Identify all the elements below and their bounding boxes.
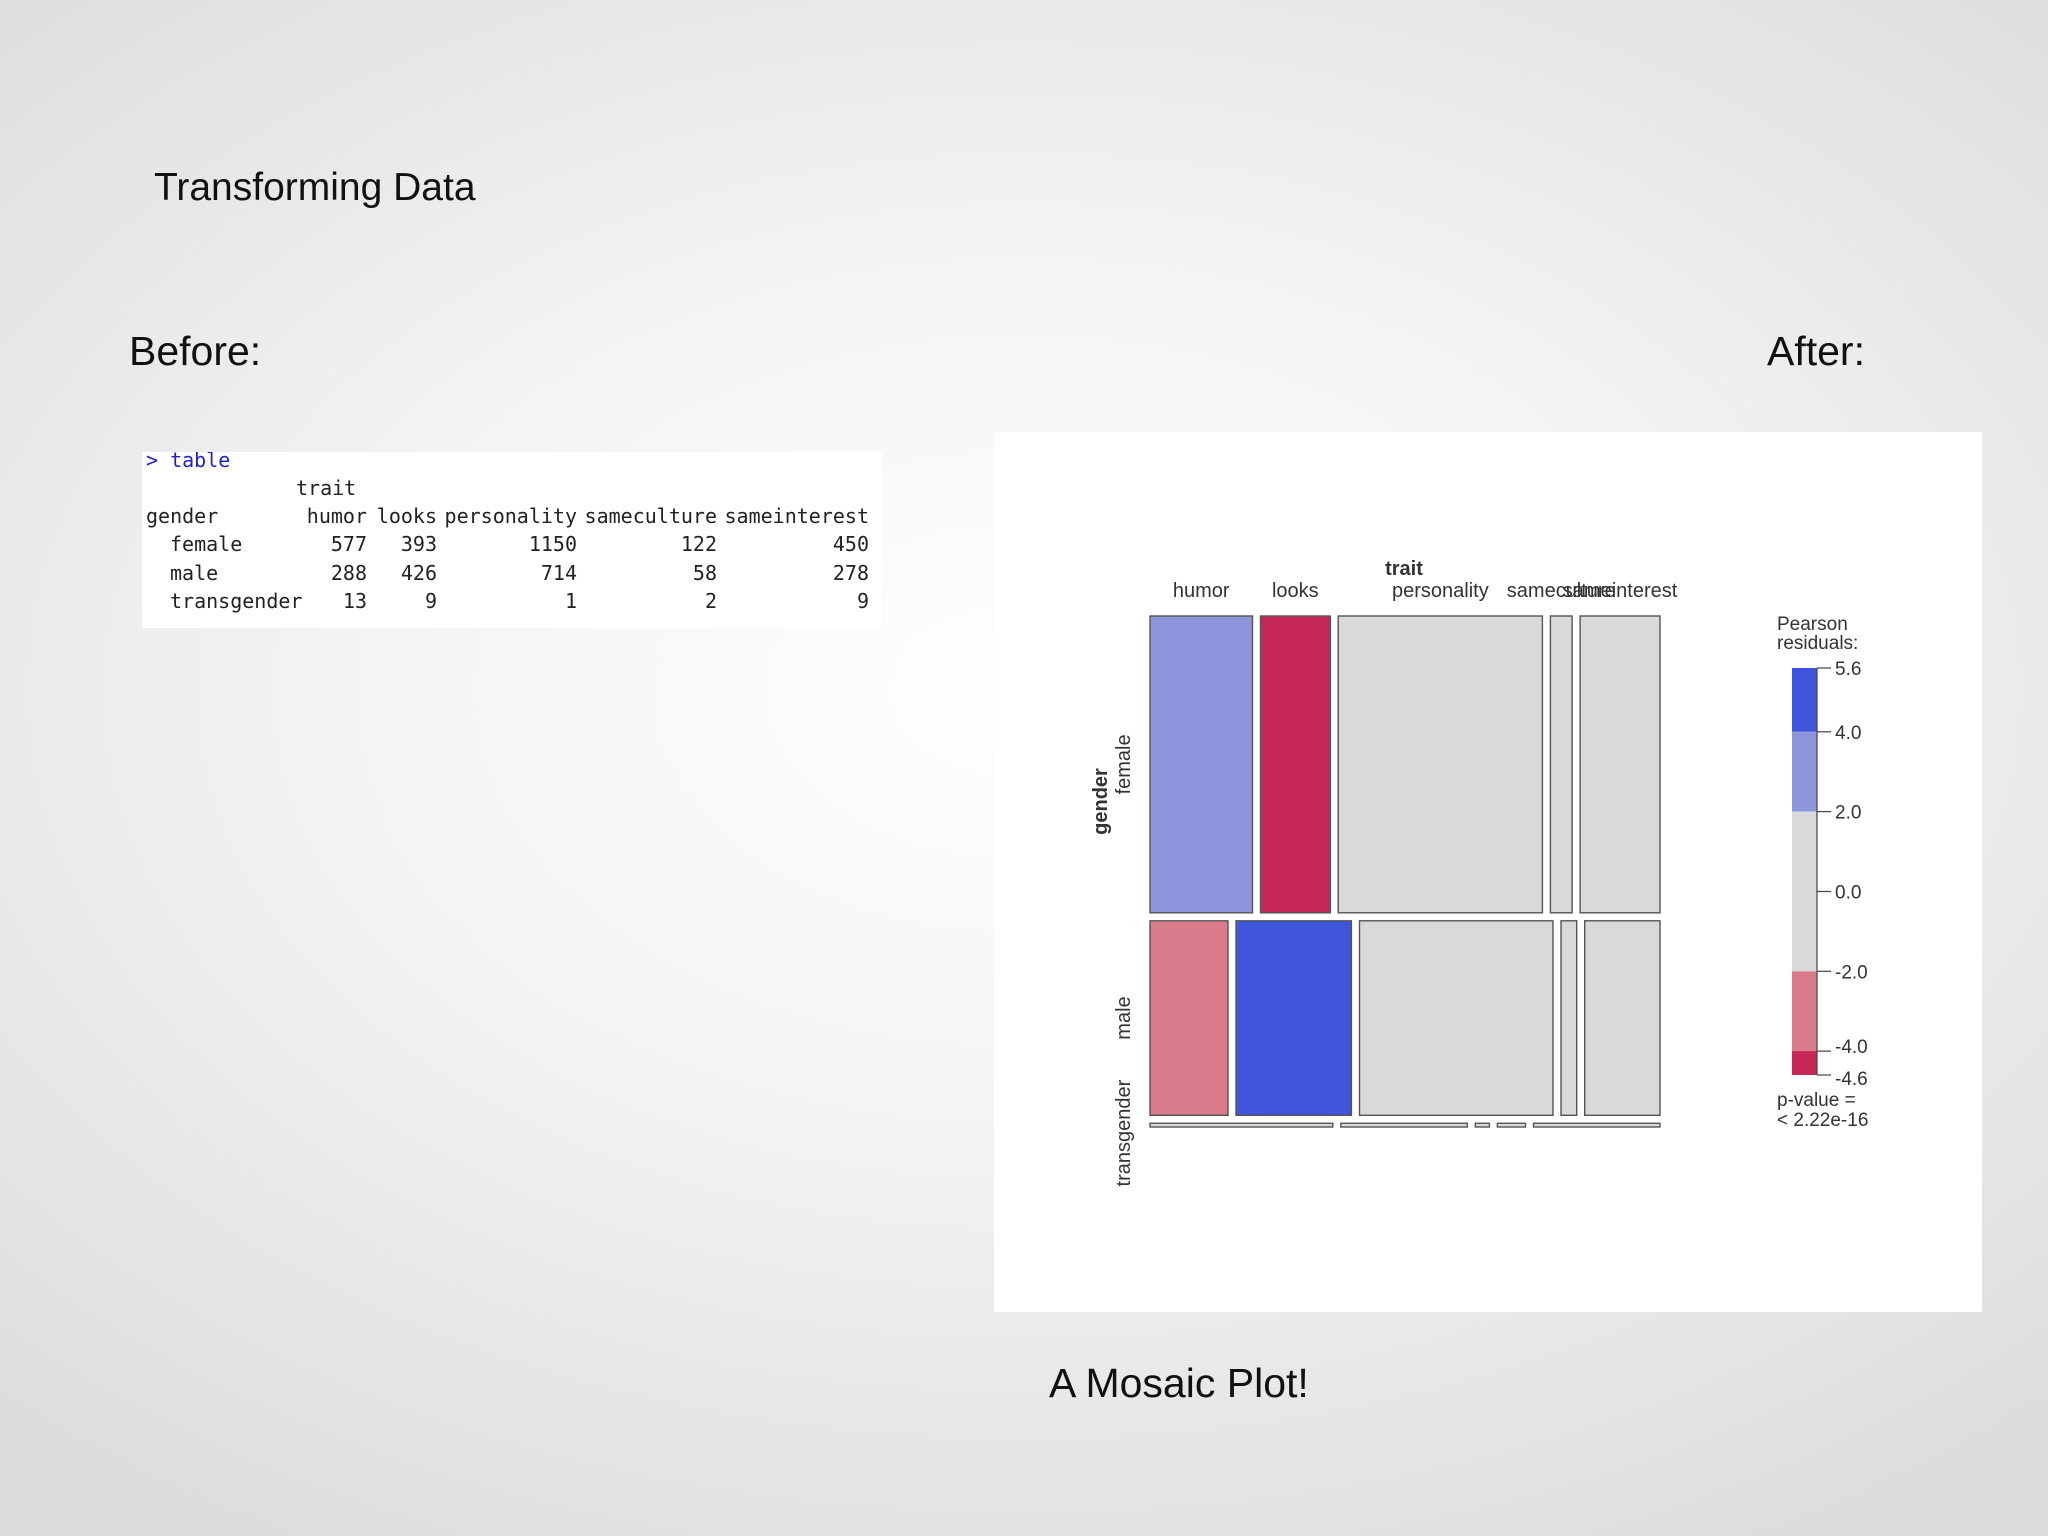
table-column-header: looks bbox=[376, 504, 437, 528]
mosaic-tile bbox=[1579, 615, 1661, 914]
table-cell: 278 bbox=[832, 560, 869, 585]
legend-tick-label: 4.0 bbox=[1835, 723, 1861, 744]
legend-color-band bbox=[1792, 731, 1817, 812]
legend-tick-label: -2.0 bbox=[1835, 962, 1868, 983]
legend-tick-label: 0.0 bbox=[1835, 883, 1861, 904]
column-label: personality bbox=[1392, 580, 1489, 602]
legend-color-band bbox=[1792, 1051, 1817, 1075]
table-cell: 58 bbox=[692, 560, 717, 585]
table-row-label: female bbox=[170, 532, 243, 556]
legend-color-band bbox=[1792, 668, 1817, 732]
table-row: transgender 13 9 1 2 9 bbox=[142, 587, 882, 615]
legend-tick-label: 5.6 bbox=[1835, 659, 1861, 680]
legend-tick-label: -4.6 bbox=[1835, 1069, 1868, 1090]
mosaic-tile bbox=[1149, 1122, 1334, 1128]
pvalue-value: < 2.22e-16 bbox=[1777, 1110, 1868, 1131]
legend-tick-label: -4.0 bbox=[1835, 1037, 1868, 1058]
legend-color-band bbox=[1792, 811, 1817, 972]
row-label: male bbox=[1113, 996, 1135, 1039]
table-column-header: personality bbox=[444, 504, 577, 528]
column-label: humor bbox=[1173, 580, 1230, 602]
r-console-output: > table trait gender humor looks personali… bbox=[142, 452, 882, 628]
mosaic-tile bbox=[1149, 920, 1229, 1116]
legend-color-band bbox=[1792, 971, 1817, 1052]
table-cell: 450 bbox=[832, 532, 869, 556]
table-column-header: sameculture bbox=[584, 504, 717, 528]
slide-title: Transforming Data bbox=[154, 166, 476, 209]
table-cell: 577 bbox=[330, 532, 367, 556]
row-variable-title: gender bbox=[1090, 768, 1112, 835]
table-column-header: sameinterest bbox=[724, 504, 870, 528]
row-label: female bbox=[1113, 734, 1135, 794]
plot-caption: A Mosaic Plot! bbox=[1049, 1360, 1309, 1406]
table-cell: 393 bbox=[400, 532, 437, 556]
console-command: > table bbox=[146, 452, 231, 472]
table-cell: 288 bbox=[330, 560, 367, 585]
table-cell: 9 bbox=[856, 589, 869, 613]
mosaic-tile bbox=[1337, 615, 1544, 914]
legend-title: Pearson bbox=[1777, 614, 1848, 635]
mosaic-tile bbox=[1235, 920, 1353, 1116]
after-label: After: bbox=[1767, 328, 1865, 374]
table-cell: 13 bbox=[342, 589, 367, 613]
mosaic-tile bbox=[1358, 920, 1554, 1116]
table-cell: 122 bbox=[680, 532, 717, 556]
mosaic-plot-panel: humor looks personality sameculture sameinte… bbox=[994, 432, 1982, 1312]
mosaic-tile bbox=[1549, 615, 1573, 914]
table-cell: 1 bbox=[564, 589, 577, 613]
table-row-label: transgender bbox=[170, 589, 303, 613]
column-label: sameinterest bbox=[1563, 580, 1678, 602]
row-label: transgender bbox=[1113, 1079, 1135, 1186]
mosaic-tile bbox=[1474, 1122, 1491, 1128]
table-row: male 288 426 714 58 278 bbox=[142, 559, 882, 587]
mosaic-plot: humor looks personality sameculturesameinte… bbox=[1090, 558, 1868, 1186]
table-cell: 714 bbox=[540, 560, 577, 585]
table-cell: 9 bbox=[424, 589, 437, 613]
table-row-label: male bbox=[170, 560, 219, 585]
column-variable-label: trait bbox=[296, 476, 357, 500]
row-variable-label: gender bbox=[146, 504, 219, 528]
table-cell: 2 bbox=[704, 589, 717, 613]
before-label: Before: bbox=[129, 328, 262, 374]
mosaic-tile bbox=[1149, 615, 1254, 914]
column-label: looks bbox=[1272, 580, 1319, 602]
column-variable-title: trait bbox=[1385, 558, 1423, 580]
column-label: sameculture bbox=[1507, 580, 1616, 602]
table-cell: 426 bbox=[400, 560, 437, 585]
mosaic-tile bbox=[1340, 1122, 1468, 1128]
mosaic-tile bbox=[1496, 1122, 1527, 1128]
table-cell: 1150 bbox=[528, 532, 577, 556]
legend-title: residuals: bbox=[1777, 633, 1858, 654]
mosaic-tile bbox=[1259, 615, 1332, 914]
pvalue-label: p-value = bbox=[1777, 1090, 1856, 1111]
mosaic-tile bbox=[1560, 920, 1578, 1116]
mosaic-tile bbox=[1532, 1122, 1661, 1128]
mosaic-tile bbox=[1584, 920, 1661, 1116]
table-column-header: humor bbox=[306, 504, 367, 528]
legend-tick-label: 2.0 bbox=[1835, 803, 1861, 824]
table-row: female 577 393 1150 122 450 bbox=[142, 530, 882, 558]
